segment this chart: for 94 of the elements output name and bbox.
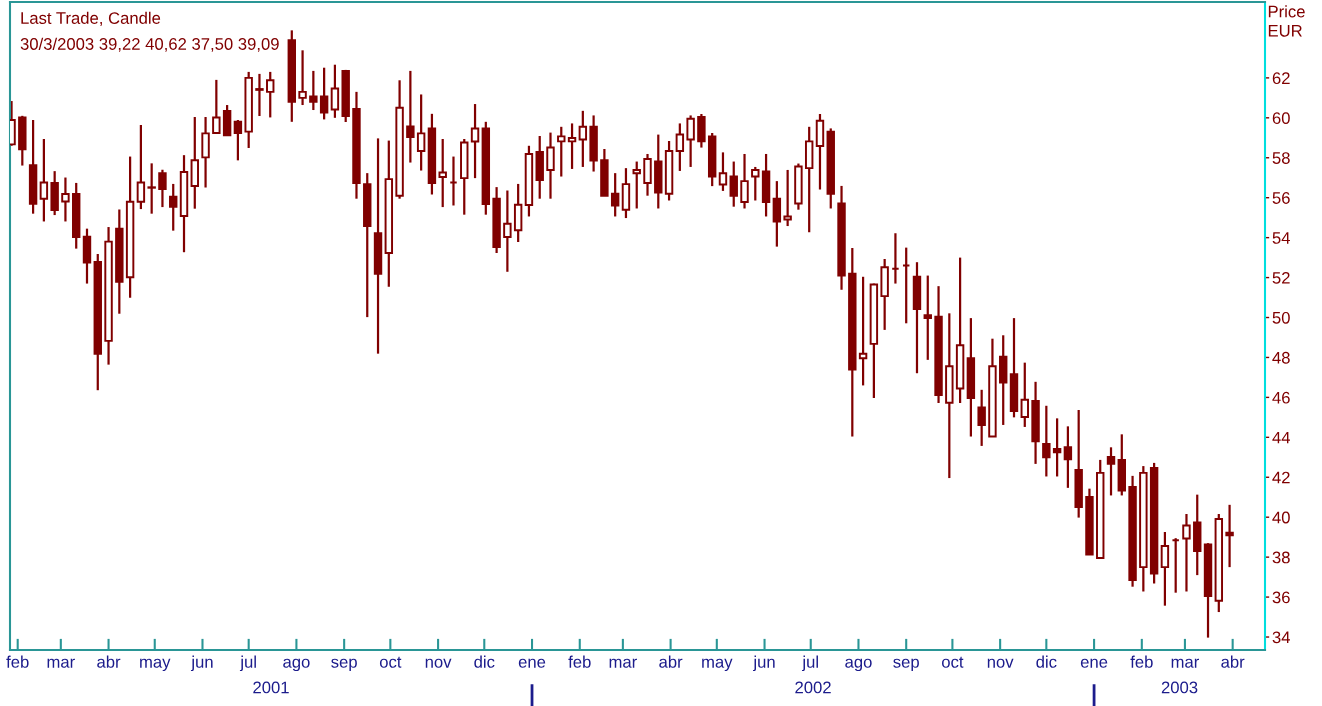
- candlestick: [503, 189, 512, 273]
- candlestick: [1063, 425, 1073, 489]
- x-tick-label: oct: [379, 656, 402, 668]
- candlestick: [406, 69, 415, 164]
- candlestick: [298, 49, 307, 107]
- candlestick: [675, 122, 685, 173]
- candlestick: [977, 388, 986, 448]
- candlestick: [39, 137, 49, 223]
- x-tick-label: mar: [47, 658, 75, 668]
- y-axis-title: Price EUR: [1268, 5, 1305, 37]
- x-tick-label: oct: [941, 656, 964, 668]
- x-tick-label: nov: [425, 658, 452, 668]
- x-tick-label: nov: [987, 658, 1014, 668]
- candlestick: [557, 125, 566, 178]
- y-tick-label: 34: [1272, 631, 1290, 644]
- y-tick-label: 36: [1272, 591, 1290, 604]
- candlestick: [923, 274, 932, 361]
- y-tick-label: 56: [1272, 192, 1290, 204]
- x-tick-label: dic: [1036, 655, 1057, 668]
- x-tick-label: feb: [6, 655, 29, 668]
- y-tick-label: 46: [1272, 391, 1290, 404]
- y-tick-label: 52: [1272, 271, 1290, 284]
- y-tick-label: 42: [1272, 471, 1290, 484]
- y-tick-label: 40: [1272, 511, 1290, 524]
- candlestick: [610, 172, 620, 218]
- candlestick: [643, 152, 652, 197]
- x-tick-label: feb: [568, 655, 591, 668]
- candlestick: [470, 102, 480, 180]
- candlestick: [266, 70, 275, 119]
- x-tick-label: ene: [518, 658, 546, 668]
- candlestick: [858, 275, 868, 387]
- candlestick: [718, 151, 728, 193]
- text: 30/3/2003 39,22 40,62 37,50 39,09: [20, 37, 279, 52]
- candlestick: [169, 182, 178, 232]
- candlestick: [1042, 404, 1051, 478]
- candlestick: [729, 160, 738, 208]
- y-tick-label: 54: [1272, 232, 1290, 244]
- candlestick: [212, 78, 221, 135]
- candlestick: [772, 180, 782, 248]
- candlestick: [1106, 446, 1116, 497]
- y-tick-label: 44: [1272, 431, 1290, 444]
- text: 2001: [253, 681, 289, 694]
- x-tick-label: dic: [474, 655, 495, 668]
- candlestick: [438, 137, 447, 209]
- candlestick: [1020, 361, 1029, 429]
- y-tick-label: 60: [1272, 112, 1290, 125]
- candlestick: [1225, 503, 1234, 569]
- text: Last Trade, Candle: [21, 11, 161, 26]
- candlestick: [201, 115, 210, 189]
- x-tick-label: mar: [609, 658, 637, 668]
- x-tick-label: abr: [659, 655, 683, 668]
- x-tick-label: feb: [1130, 655, 1153, 668]
- text: 2003: [1161, 681, 1198, 694]
- x-tick-label: abr: [1221, 655, 1245, 668]
- candlestick: [330, 63, 340, 119]
- candlestick: [319, 66, 329, 121]
- candlestick: [147, 162, 156, 215]
- candlestick: [686, 114, 695, 169]
- candlestick: [632, 160, 641, 210]
- x-tick-label: may: [702, 658, 733, 672]
- candlestick: [309, 69, 318, 112]
- candlestick: [1052, 417, 1062, 478]
- candlestick: [158, 168, 167, 209]
- x-tick-label: ene: [1080, 658, 1108, 668]
- candlestick: [61, 176, 70, 223]
- candlestick: [136, 123, 146, 211]
- y-tick-label: 38: [1272, 551, 1290, 564]
- candlestick: [751, 165, 760, 202]
- candlestick: [783, 168, 792, 228]
- y-tick-label: 62: [1272, 72, 1290, 85]
- candlestick: [567, 122, 577, 171]
- x-tick-label: may: [140, 658, 171, 672]
- text: 2002: [795, 681, 831, 694]
- x-tick-label: ago: [283, 658, 310, 672]
- x-tick-label: jun: [190, 655, 213, 672]
- candlestick: [546, 131, 555, 200]
- y-tick-label: 48: [1272, 351, 1290, 364]
- y-tick-label: 58: [1272, 152, 1290, 164]
- x-tick-label: jul: [239, 655, 256, 672]
- candlestick: [578, 109, 588, 169]
- candlestick: [1160, 530, 1170, 607]
- x-tick-label: sep: [893, 658, 919, 672]
- x-tick-label: ago: [845, 658, 872, 672]
- x-tick-label: mar: [1171, 658, 1199, 668]
- x-tick-label: jun: [753, 655, 775, 672]
- x-tick-label: jul: [801, 655, 818, 672]
- x-tick-label: sep: [331, 658, 357, 672]
- candlestick: [740, 152, 749, 210]
- candlestick: [416, 93, 426, 172]
- candlestick: [1182, 512, 1191, 593]
- x-tick-label: abr: [97, 655, 121, 668]
- y-tick-label: 50: [1272, 311, 1290, 324]
- candlestick: [233, 118, 243, 162]
- candlestick: [255, 72, 264, 118]
